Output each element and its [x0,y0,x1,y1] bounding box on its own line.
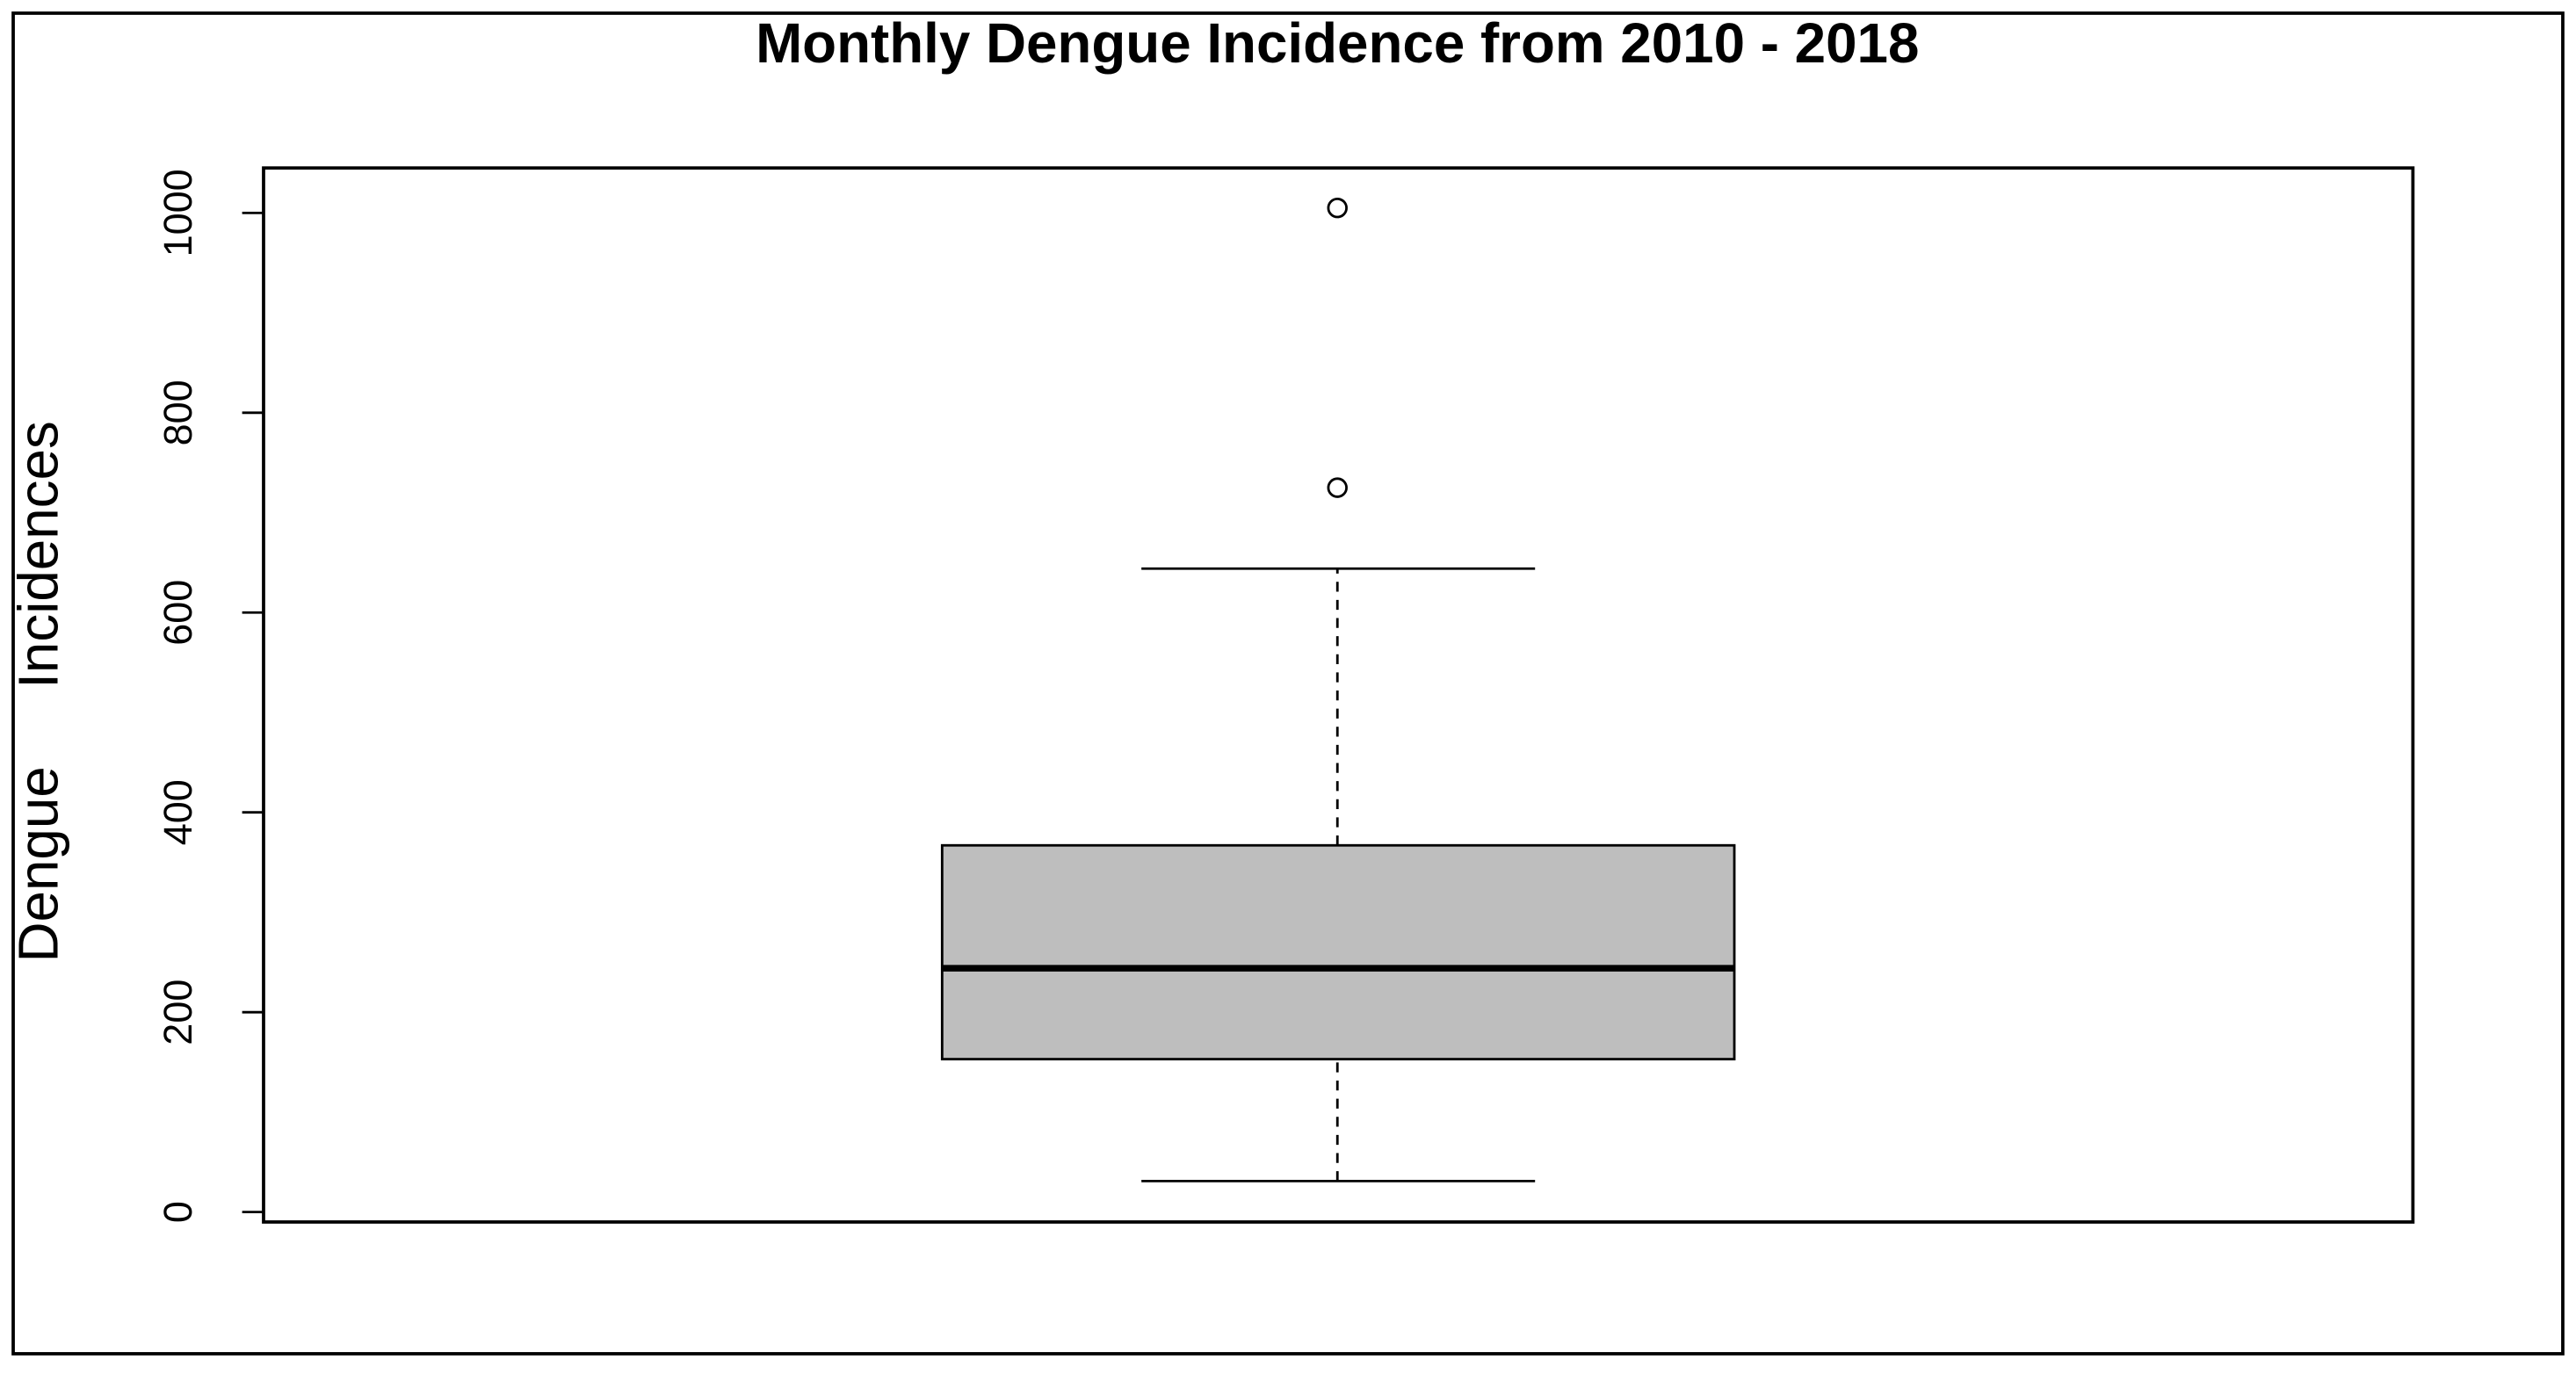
y-axis-label: Dengue Incidences [7,421,70,962]
box [940,843,1736,1061]
y-tick-label: 200 [156,980,200,1045]
outlier [1327,477,1348,498]
y-tick-label: 1000 [156,169,200,257]
y-tick-label: 800 [156,380,200,445]
chart-title: Monthly Dengue Incidence from 2010 - 201… [756,11,1919,75]
plot-frame [262,166,2415,1224]
outlier [1327,197,1348,219]
y-tick-label: 0 [156,1201,200,1223]
y-tick-label: 400 [156,779,200,845]
y-tick-label: 600 [156,580,200,646]
outer-frame [11,11,2565,1356]
